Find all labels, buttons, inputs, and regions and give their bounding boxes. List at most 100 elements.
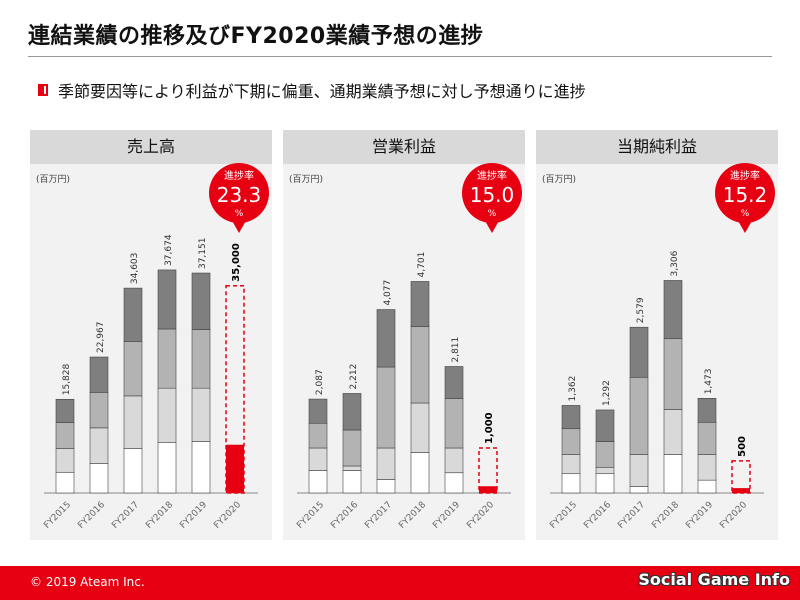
chart-svg-sales: 15,828 FY2015 22,967 FY2016 34,603 FY2017 37,6… (42, 163, 269, 531)
bar-segment-q2 (629, 454, 649, 487)
bar-segment-q4 (308, 398, 328, 424)
bar-segment-q1 (376, 479, 396, 494)
bar-total-label: 2,579 (636, 297, 646, 323)
unit-label: (百万円) (289, 175, 324, 185)
category-label: FY2015 (42, 500, 73, 531)
category-label: FY2016 (76, 500, 107, 531)
bar-segment-q1 (157, 442, 177, 494)
progress-badge-suffix: % (488, 209, 497, 219)
chart-panel-net-income: 当期純利益 (百万円) 1,362 FY2015 1,292 FY2016 2,579 F… (536, 130, 778, 540)
category-label: FY2017 (363, 500, 394, 531)
bar-total-label: 4,701 (417, 252, 427, 278)
category-label: FY2018 (397, 500, 428, 531)
bar-segment-q3 (55, 422, 75, 449)
bar-segment-q3 (697, 421, 717, 455)
bar-total-label: 37,151 (198, 238, 208, 270)
bar-total-label: 1,000 (484, 412, 495, 444)
bar-segment-q1 (595, 473, 615, 494)
bar-segment-q2 (663, 409, 683, 455)
copyright: © 2019 Ateam Inc. (30, 575, 145, 589)
progress-badge (715, 163, 775, 223)
bar-segment-q2 (342, 465, 362, 471)
progress-badge (209, 163, 269, 223)
bar-segment-q3 (342, 429, 362, 467)
subtitle-text: 季節要因等により利益が下期に偏重、通期業績予想に対し予想通りに進捗 (58, 82, 586, 101)
bar-total-label: 2,212 (349, 364, 359, 390)
watermark-logo: Social Game Info (638, 570, 790, 589)
chart-title: 売上高 (30, 130, 272, 164)
category-label: FY2018 (144, 500, 175, 531)
subtitle: 季節要因等により利益が下期に偏重、通期業績予想に対し予想通りに進捗 (38, 78, 586, 102)
forecast-bar-actual (226, 444, 244, 493)
bar-segment-q4 (191, 272, 211, 330)
bar-segment-q2 (191, 387, 211, 442)
bar-segment-q4 (561, 405, 581, 430)
bar-segment-q3 (444, 398, 464, 449)
bar-total-label: 22,967 (96, 322, 106, 354)
bar-segment-q1 (629, 486, 649, 494)
bar-segment-q2 (410, 402, 430, 453)
bar-total-label: 34,603 (130, 253, 140, 285)
category-label: FY2020 (465, 500, 496, 531)
category-label: FY2015 (548, 500, 579, 531)
bar-segment-q4 (410, 281, 430, 327)
unit-label: (百万円) (36, 175, 71, 185)
bar-segment-q1 (342, 470, 362, 494)
bar-segment-q3 (561, 428, 581, 455)
bar-total-label: 4,077 (383, 280, 393, 306)
bar-total-label: 1,473 (704, 369, 714, 395)
bar-segment-q4 (89, 356, 109, 393)
progress-badge-value: 15.0 (470, 183, 515, 207)
bar-segment-q4 (157, 269, 177, 330)
category-label: FY2016 (582, 500, 613, 531)
bar-segment-q3 (157, 328, 177, 389)
progress-badge-value: 23.3 (217, 183, 262, 207)
bar-segment-q1 (410, 452, 430, 494)
bar-segment-q3 (595, 441, 615, 468)
bar-segment-q3 (663, 338, 683, 410)
bar-segment-q1 (191, 441, 211, 494)
bar-total-label: 1,362 (568, 376, 578, 402)
bar-segment-q4 (376, 309, 396, 368)
bar-segment-q3 (629, 376, 649, 455)
bar-segment-q2 (561, 454, 581, 475)
bar-total-label: 500 (737, 436, 748, 457)
bar-segment-q3 (410, 326, 430, 404)
bar-segment-q1 (663, 454, 683, 494)
progress-badge-suffix: % (741, 209, 750, 219)
bar-segment-q3 (308, 422, 328, 449)
bar-segment-q2 (308, 447, 328, 471)
forecast-bar-actual (479, 486, 497, 493)
bar-total-label: 35,000 (231, 243, 242, 282)
bar-total-label: 1,292 (602, 380, 612, 406)
bar-segment-q2 (157, 387, 177, 443)
bar-segment-q4 (629, 326, 649, 378)
chart-svg-operating-profit: 2,087 FY2015 2,212 FY2016 4,077 FY2017 4,701 FY… (295, 163, 522, 531)
progress-badge-label: 進捗率 (730, 169, 760, 182)
category-label: FY2015 (295, 500, 326, 531)
footer-bar: © 2019 Ateam Inc. Social Game Info (0, 566, 800, 600)
page-title: 連結業績の推移及びFY2020業績予想の進捗 (28, 24, 484, 49)
category-label: FY2019 (684, 500, 715, 531)
bar-segment-q2 (55, 448, 75, 473)
chart-svg-net-income: 1,362 FY2015 1,292 FY2016 2,579 FY2017 3,306 FY… (548, 163, 775, 531)
bar-segment-q2 (595, 466, 615, 475)
bar-segment-q1 (444, 472, 464, 494)
bar-total-label: 2,811 (451, 337, 461, 363)
bar-segment-q3 (89, 392, 109, 429)
title-divider (28, 56, 772, 57)
bar-segment-q4 (444, 366, 464, 399)
bar-segment-q4 (55, 398, 75, 423)
bar-segment-q2 (444, 447, 464, 474)
category-label: FY2020 (212, 500, 243, 531)
chart-title: 当期純利益 (536, 130, 778, 164)
category-label: FY2018 (650, 500, 681, 531)
bar-total-label: 3,306 (670, 250, 680, 276)
progress-badge-label: 進捗率 (224, 169, 254, 182)
bar-total-label: 2,087 (315, 369, 325, 395)
progress-badge (462, 163, 522, 223)
category-label: FY2016 (329, 500, 360, 531)
bar-segment-q1 (561, 473, 581, 494)
bar-segment-q2 (376, 447, 396, 480)
category-label: FY2017 (616, 500, 647, 531)
